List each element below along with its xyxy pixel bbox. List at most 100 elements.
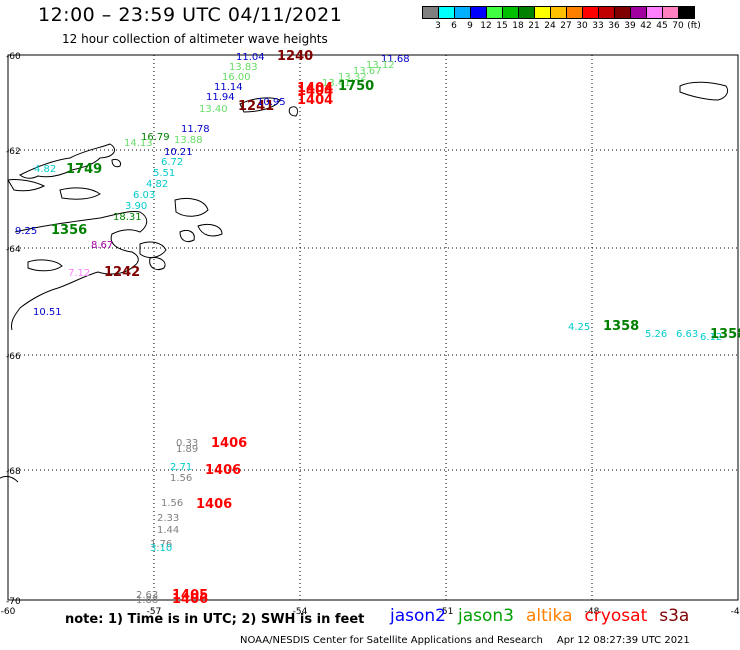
wave-height-value: 16.79 [141,132,170,143]
wave-height-value: 13.88 [174,135,203,146]
wave-height-value: 9.25 [15,226,37,237]
time-label: 1749 [66,162,102,177]
coastline-island-11 [288,106,299,117]
legend-label: 6 [451,21,457,31]
credit-line: NOAA/NESDIS Center for Satellite Applica… [240,635,690,646]
time-label: 1406 [211,436,247,451]
wave-height-value: 14.13 [124,138,153,149]
sat-jason3: jason3 [458,606,514,626]
wave-height-value: 1.76 [150,539,172,550]
wave-height-value: 18.31 [113,212,142,223]
legend-label: 27 [560,21,572,31]
time-label: 1404 [297,81,333,96]
sat-cryosat: cryosat [584,606,648,626]
time-label: 1405 [172,588,208,603]
lat-tick-label: -64 [6,245,21,255]
coastline-island-7 [149,257,166,271]
lat-tick-label: -66 [6,352,21,362]
time-label: 1358 [710,327,740,342]
legend-label: 39 [624,21,636,31]
time-label: 1242 [104,265,140,280]
legend-labels: 3 6 9 12 15 18 21 24 27 30 33 36 39 42 45 70 (ft) [422,21,701,33]
wave-height-value: 10.21 [164,147,193,158]
map-title: 12:00 – 23:59 UTC 04/11/2021 [38,4,343,26]
wave-height-value: 6.12 [700,332,722,343]
wave-height-value: 11.94 [206,92,235,103]
lon-tick-label: -60 [1,607,16,617]
legend-label: 42 [640,21,652,31]
wave-height-value: 3.90 [125,201,147,212]
lat-tick-label: -62 [6,147,21,157]
lat-tick-label: -60 [6,52,21,62]
legend-label: 70 [672,21,684,31]
wave-height-value: 8.67 [91,240,113,251]
wave-height-value: 6.03 [133,190,155,201]
lat-tick-label: -68 [6,467,21,477]
coastline-island-4 [174,197,209,217]
time-label: 1406 [172,592,208,607]
sat-s3a: s3a [659,606,690,626]
coastline-peninsula-north [19,143,115,179]
wave-height-value: 1.88 [136,595,158,606]
lat-tick-label: -70 [6,597,21,607]
wave-height-value: 1.89 [176,444,198,455]
time-label: 1358 [603,319,639,334]
wave-height-value: 6.63 [676,329,698,340]
wave-height-value: 2.71 [170,462,192,473]
wave-height-value: 1.44 [157,525,179,536]
lon-tick-label: -51 [439,607,454,617]
wave-height-value: 1.56 [161,498,183,509]
legend-swatch [678,6,695,19]
coastline-island-3 [111,159,121,168]
wave-height-value: 11.04 [236,52,265,63]
time-label: 1240 [277,49,313,64]
legend-label: 33 [592,21,604,31]
time-label: 1404 [297,93,333,108]
coastline-main-peninsula [11,211,148,331]
legend-label: 30 [576,21,588,31]
legend-label: 24 [544,21,556,31]
time-label: 1750 [338,79,374,94]
wave-height-value: 11.78 [181,124,210,135]
wave-height-value: 13.32 [338,72,367,83]
wave-height-value: 13.41 [322,78,351,89]
legend-label: (ft) [687,21,701,31]
wave-height-value: 7.12 [68,268,90,279]
lon-tick-label: -45 [731,607,740,617]
legend-label: 12 [480,21,492,31]
legend-label: 15 [496,21,508,31]
legend-label: 21 [528,21,540,31]
time-label: 1356 [51,223,87,238]
legend-label: 9 [467,21,473,31]
coastline-island-8 [27,259,63,272]
time-label: 1404 [297,84,333,99]
lon-tick-label: -48 [585,607,600,617]
wave-height-value: 0.33 [176,438,198,449]
wave-height-legend: 3 6 9 12 15 18 21 24 27 30 33 36 39 42 45 70 (ft) [422,6,701,33]
coastline-island-5 [197,223,223,237]
time-label: 1406 [196,497,232,512]
wave-height-value: 13.83 [229,62,258,73]
sat-altika: altika [526,606,573,626]
graticule-grid [8,55,738,600]
wave-height-value: 13.40 [199,104,228,115]
wave-height-value: 2.33 [157,513,179,524]
wave-height-value: 2.63 [136,590,158,601]
wave-height-value: 1.56 [170,473,192,484]
legend-label: 45 [656,21,668,31]
coastline [0,81,729,483]
coastline-island-6 [139,241,167,258]
wave-height-value: 4.82 [146,179,168,190]
wave-height-value: 10.95 [257,97,286,108]
legend-swatches [422,6,695,19]
credit-text: NOAA/NESDIS Center for Satellite Applica… [240,635,543,646]
satellite-legend: jason2 jason3 altika cryosat s3a [390,606,701,626]
timestamp: Apr 12 08:27:39 UTC 2021 [556,635,690,646]
lon-tick-label: -57 [147,607,162,617]
sat-jason2: jason2 [390,606,446,626]
wave-height-value: 4.25 [568,322,590,333]
map-subtitle: 12 hour collection of altimeter wave hei… [62,32,328,46]
coastline-island-1 [7,179,46,192]
coastline-island-east [679,81,729,101]
